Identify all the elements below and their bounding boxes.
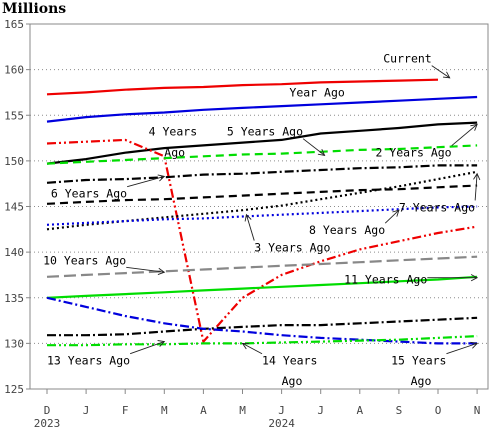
arrow-head [473, 172, 481, 181]
arrow-head [470, 341, 479, 349]
series-line-8-years-ago [46, 205, 478, 226]
arrow-head [241, 342, 250, 350]
arrow-head [157, 174, 166, 182]
x-tick-label: F [122, 404, 129, 417]
annotation-arrow [245, 214, 255, 241]
axes: 125 130 135 140 145 150 155 160 165 D J F M A M J J A S O N 2… [4, 18, 480, 430]
arrow-head [442, 71, 451, 79]
y-tick-label: 155 [4, 109, 24, 122]
annotation-label: Ago [282, 374, 303, 388]
arrow-head [392, 209, 400, 217]
series-line-12-years-ago [47, 316, 478, 337]
arrow-head [470, 123, 478, 131]
annotation-arrow [127, 175, 165, 188]
arrow-head [157, 267, 166, 276]
series-line-current [46, 78, 439, 96]
x-tick-label: J [278, 404, 285, 417]
annotation-label: Ago [411, 374, 432, 388]
x-tick-label: A [356, 404, 363, 417]
x-tick-label: M [161, 404, 168, 417]
annotation-label: 14 Years [262, 354, 317, 368]
series-line-5-years-ago [46, 164, 478, 184]
annotation-arrow [384, 209, 400, 224]
annotation-arrow [431, 65, 450, 79]
annotation-arrow [302, 138, 325, 156]
gridlines [30, 69, 488, 344]
series-line-13-years-ago [46, 296, 478, 345]
annotations: Current Year Ago 4 Years Ago 5 Years Ago 2 Ye… [43, 52, 481, 388]
annotation-label: 6 Years Ago [51, 187, 127, 201]
series-line-4-years-ago [46, 144, 478, 165]
y-tick-label: 145 [4, 201, 24, 214]
x-tick-label: D [44, 404, 51, 417]
x-tick-label: O [435, 404, 442, 417]
annotation-arrow [474, 173, 478, 201]
annotation-label: 10 Years Ago [43, 253, 126, 267]
series-group [46, 78, 478, 347]
annotation-label: 11 Years Ago [344, 273, 427, 287]
y-tick-label: 165 [4, 18, 24, 31]
arrow-head [470, 274, 479, 282]
x-tick-label: N [474, 404, 481, 417]
annotation-label: 4 Years [149, 125, 197, 139]
annotation-label: 15 Years [391, 354, 446, 368]
arrow-head [244, 213, 252, 222]
y-tick-label: 135 [4, 292, 24, 305]
annotation-label: Year Ago [289, 85, 344, 99]
x-tick-label: S [396, 404, 403, 417]
y-tick-label: 125 [4, 383, 24, 396]
y-tick-label: 150 [4, 155, 24, 168]
annotation-label: 5 Years Ago [227, 125, 303, 139]
series-line-year-ago [46, 95, 478, 123]
x-tick-label: J [317, 404, 324, 417]
unit-label: Millions [2, 1, 66, 17]
x-tick-label: M [239, 404, 246, 417]
y-tick-label: 140 [4, 246, 24, 259]
series-line-2-years-ago [46, 121, 478, 165]
series-line-14-years-ago [47, 335, 478, 347]
annotation-label: 8 Years Ago [309, 223, 385, 237]
x-year-label: 2023 [34, 417, 61, 430]
annotation-arrow [130, 341, 165, 355]
y-tick-label: 130 [4, 337, 24, 350]
annotation-label: Ago [164, 146, 185, 160]
annotation-arrow [451, 124, 478, 147]
series-line-11-years-ago [46, 275, 478, 299]
x-year-label: 2024 [268, 417, 295, 430]
y-tick-label: 160 [4, 64, 24, 77]
arrow-head [157, 340, 166, 347]
series-line-3-years-ago [46, 138, 478, 343]
series-line-10-years-ago [46, 255, 478, 278]
annotation-label: 13 Years Ago [47, 354, 130, 368]
annotation-label: 3 Years Ago [254, 241, 330, 255]
series-line-7-years-ago [46, 170, 478, 231]
arrow-head [317, 149, 326, 156]
annotation-label: 2 Years Ago [375, 146, 451, 160]
series-line-6-years-ago [46, 184, 478, 205]
annotation-label: Current [383, 52, 431, 66]
x-tick-label: A [200, 404, 207, 417]
annotation-arrow [126, 266, 165, 273]
annotation-arrow [446, 342, 478, 355]
annotation-arrow [242, 342, 263, 355]
annotation-label: 7 Years Ago [399, 200, 475, 214]
x-tick-label: J [83, 404, 90, 417]
